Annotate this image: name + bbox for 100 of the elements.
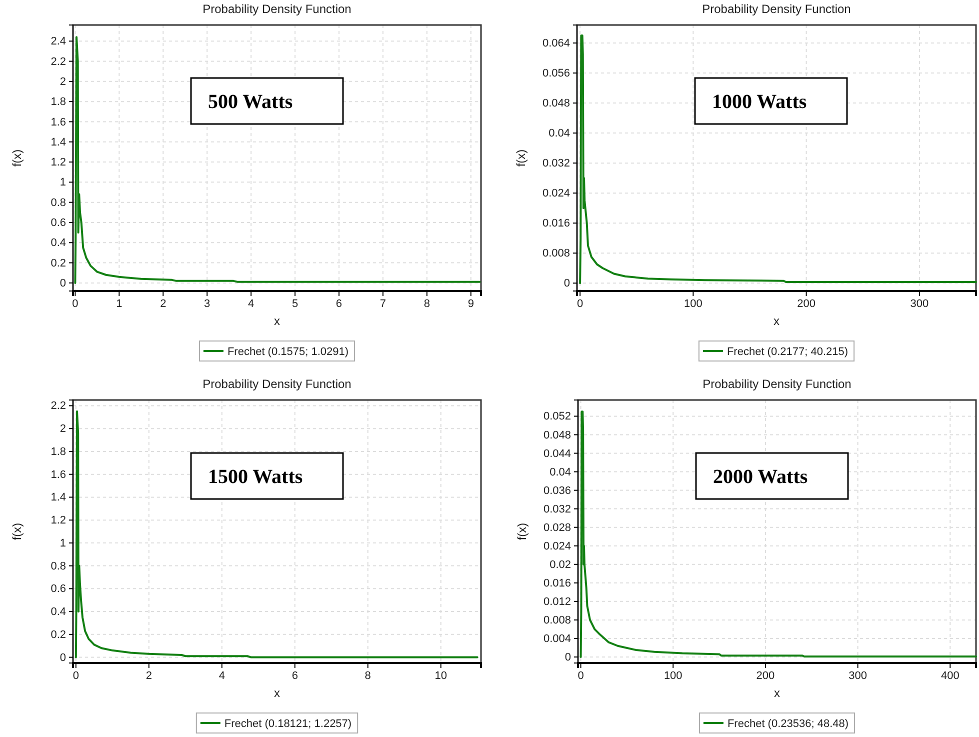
- legend-label: Frechet (0.2177; 40.215): [726, 346, 848, 358]
- x-tick-label: 200: [756, 670, 775, 682]
- y-tick-label: 0.052: [543, 410, 571, 423]
- y-tick-label: 0.004: [543, 632, 571, 645]
- y-tick-label: 0: [60, 652, 66, 664]
- x-tick-label: 6: [292, 670, 298, 682]
- y-tick-label: 0.064: [542, 38, 570, 50]
- y-tick-label: 2.2: [50, 56, 66, 68]
- y-axis-title: f(x): [10, 149, 24, 167]
- text-box: 500 Watts: [190, 77, 344, 125]
- chart-title: Probability Density Function: [702, 2, 851, 16]
- y-axis-title: f(x): [514, 149, 528, 167]
- y-axis-title: f(x): [515, 522, 529, 540]
- x-tick-label: 100: [664, 670, 682, 682]
- x-tick-label: 7: [380, 298, 386, 310]
- x-tick-label: 0: [578, 670, 584, 682]
- line-series: [579, 34, 977, 284]
- y-tick-label: 0.8: [50, 196, 66, 209]
- y-tick-label: 1: [60, 176, 66, 189]
- x-tick-label: 1: [116, 298, 122, 310]
- y-tick-label: 1.2: [50, 514, 66, 527]
- y-tick-label: 1.8: [50, 96, 66, 108]
- line-series: [74, 410, 478, 658]
- y-tick-label: 0.028: [543, 522, 571, 534]
- y-tick-label: 1.4: [50, 136, 66, 148]
- x-tick-label: 2: [160, 298, 166, 310]
- legend-label: Frechet (0.18121; 1.2257): [224, 718, 352, 730]
- x-axis-title: x: [274, 686, 280, 700]
- y-tick-label: 2: [60, 76, 66, 88]
- y-tick-label: 1: [60, 537, 66, 550]
- x-tick-label: 0: [72, 298, 78, 310]
- y-tick-label: 0.04: [550, 466, 571, 478]
- y-tick-label: 0.032: [543, 503, 571, 516]
- text-box: 2000 Watts: [695, 452, 849, 500]
- chart-title: Probability Density Function: [202, 2, 352, 16]
- y-tick-label: 0: [564, 278, 570, 290]
- x-tick-label: 9: [468, 298, 474, 310]
- chart-title: Probability Density Function: [202, 377, 352, 391]
- x-tick-label: 8: [364, 670, 371, 682]
- x-tick-label: 0: [576, 298, 584, 310]
- y-tick-label: 1.6: [50, 116, 66, 128]
- x-axis-title: x: [774, 686, 780, 700]
- annotation: 2000 Watts: [713, 466, 808, 488]
- x-tick-label: 100: [684, 298, 702, 310]
- text-box: 1500 Watts: [190, 452, 344, 500]
- y-tick-label: 0.2: [50, 257, 66, 270]
- y-tick-label: 1.4: [50, 492, 66, 504]
- y-tick-label: 2: [60, 423, 66, 436]
- y-axis-title: f(x): [10, 522, 24, 540]
- y-tick-label: 0.056: [542, 68, 570, 80]
- y-tick-label: 0.6: [50, 217, 66, 230]
- y-tick-label: 0.012: [543, 596, 571, 608]
- x-tick-label: 300: [848, 670, 867, 682]
- y-tick-label: 0: [60, 277, 66, 290]
- y-tick-label: 0.008: [542, 248, 570, 260]
- x-tick-label: 6: [336, 298, 342, 310]
- y-tick-label: 0.016: [543, 577, 571, 590]
- y-tick-label: 1.6: [50, 468, 66, 481]
- x-tick-label: 5: [292, 298, 298, 310]
- y-tick-label: 0.008: [543, 614, 571, 626]
- annotation: 1500 Watts: [208, 466, 303, 488]
- y-tick-label: 2.4: [50, 36, 66, 48]
- y-tick-label: 0.048: [542, 98, 570, 110]
- text-box: 1000 Watts: [694, 77, 848, 125]
- y-tick-label: 0.04: [548, 128, 570, 140]
- x-tick-label: 0: [72, 670, 79, 682]
- chart-title: Probability Density Function: [702, 377, 852, 391]
- y-tick-label: 0.6: [50, 583, 66, 596]
- y-tick-label: 0.044: [543, 448, 571, 460]
- x-tick-label: 8: [424, 298, 430, 310]
- y-tick-label: 0.02: [550, 558, 571, 571]
- x-tick-label: 200: [797, 298, 816, 310]
- x-axis-title: x: [274, 314, 280, 328]
- legend-label: Frechet (0.23536; 48.48): [727, 718, 849, 730]
- y-tick-label: 0.4: [50, 237, 66, 250]
- y-tick-label: 2.2: [50, 400, 66, 412]
- line-series: [580, 410, 977, 658]
- x-tick-label: 4: [248, 298, 254, 310]
- y-tick-label: 0.048: [543, 429, 571, 442]
- line-series: [74, 36, 481, 284]
- y-tick-label: 0.036: [543, 484, 571, 497]
- y-tick-label: 0: [564, 652, 571, 664]
- x-axis-title: x: [774, 314, 780, 328]
- y-tick-label: 1.8: [50, 446, 66, 458]
- x-tick-label: 3: [204, 298, 210, 310]
- legend-label: Frechet (0.1575; 1.0291): [227, 346, 349, 358]
- x-tick-label: 4: [218, 670, 225, 682]
- x-tick-label: 2: [146, 670, 152, 682]
- y-tick-label: 0.8: [50, 560, 66, 572]
- y-tick-label: 0.4: [50, 606, 66, 618]
- y-tick-label: 0.024: [543, 540, 571, 552]
- annotation: 1000 Watts: [712, 91, 807, 113]
- y-tick-label: 0.032: [542, 158, 570, 170]
- y-tick-label: 0.2: [50, 628, 66, 641]
- y-tick-label: 0.024: [542, 188, 570, 200]
- y-tick-label: 1.2: [50, 156, 66, 169]
- annotation: 500 Watts: [208, 91, 293, 113]
- x-tick-label: 300: [910, 298, 929, 310]
- x-tick-label: 400: [940, 670, 960, 682]
- y-tick-label: 0.016: [542, 218, 570, 230]
